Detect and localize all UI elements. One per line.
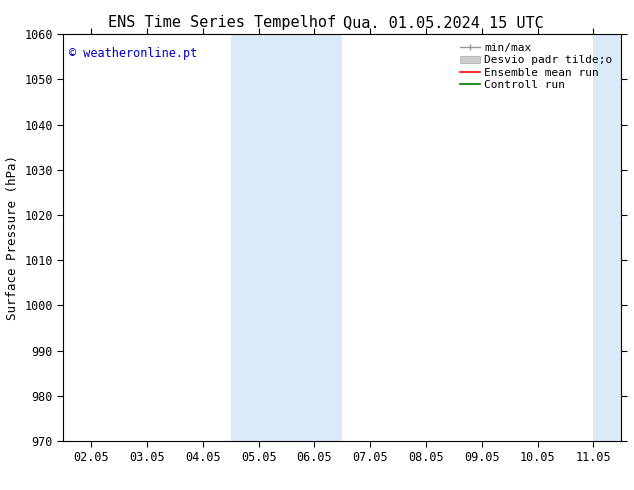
Text: © weatheronline.pt: © weatheronline.pt <box>69 47 197 59</box>
Y-axis label: Surface Pressure (hPa): Surface Pressure (hPa) <box>6 155 19 320</box>
Text: ENS Time Series Tempelhof: ENS Time Series Tempelhof <box>108 15 336 30</box>
Bar <box>593 34 634 441</box>
Legend: min/max, Desvio padr tilde;o, Ensemble mean run, Controll run: min/max, Desvio padr tilde;o, Ensemble m… <box>456 40 616 93</box>
Bar <box>231 34 342 441</box>
Text: Qua. 01.05.2024 15 UTC: Qua. 01.05.2024 15 UTC <box>344 15 544 30</box>
